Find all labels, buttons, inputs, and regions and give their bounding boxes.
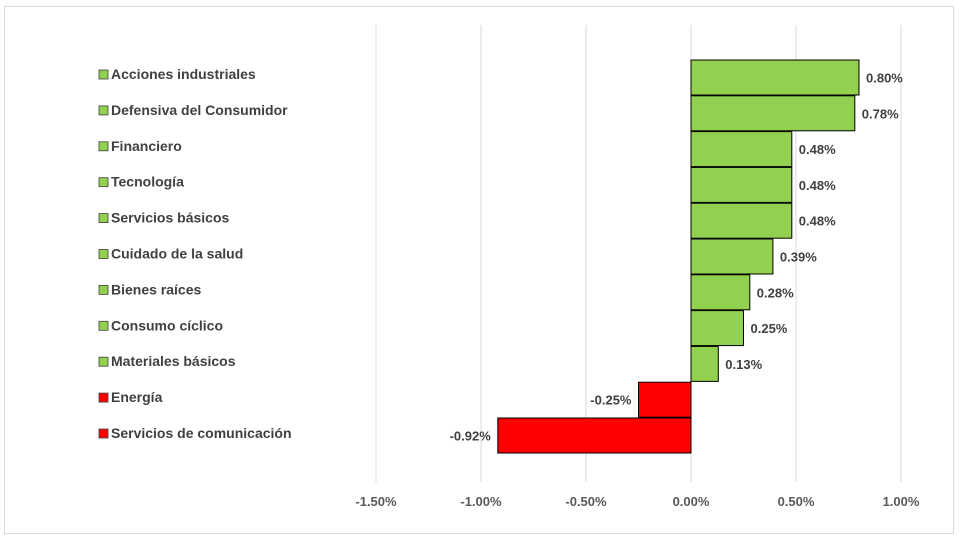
legend-swatch <box>98 284 109 295</box>
data-label: -0.25% <box>590 393 632 408</box>
bar <box>690 310 744 347</box>
data-label: 0.48% <box>799 142 836 157</box>
bar <box>690 345 719 382</box>
legend-label: Bienes raíces <box>111 281 201 297</box>
data-label: 0.13% <box>725 357 762 372</box>
bar <box>638 381 692 418</box>
data-label: 0.78% <box>862 106 899 121</box>
x-tick-label: 1.00% <box>883 494 920 509</box>
legend: Acciones industriales Defensiva del Consu… <box>98 66 292 441</box>
legend-swatch <box>98 177 109 188</box>
data-label: 0.25% <box>751 321 788 336</box>
x-tick-label: 0.50% <box>778 494 815 509</box>
x-tick-label: -1.50% <box>355 494 397 509</box>
data-label: -0.92% <box>450 429 492 444</box>
legend-label: Defensiva del Consumidor <box>111 102 288 118</box>
bar <box>497 417 692 454</box>
bar <box>690 274 751 311</box>
data-label: 0.39% <box>780 250 817 265</box>
legend-label: Acciones industriales <box>111 66 256 82</box>
x-tick-label: -1.00% <box>460 494 502 509</box>
legend-label: Consumo cíclico <box>111 317 223 333</box>
legend-swatch <box>98 141 109 152</box>
sector-performance-chart: 0.80% 0.78% 0.48% 0.48% 0.48% 0.39% 0.28% 0.25%… <box>98 25 920 509</box>
legend-swatch <box>98 69 109 80</box>
bar <box>690 166 793 203</box>
bar <box>690 95 856 132</box>
legend-swatch <box>98 392 109 403</box>
x-tick-label: 0.00% <box>673 494 710 509</box>
legend-swatch <box>98 356 109 367</box>
bar <box>690 238 774 275</box>
legend-label: Energía <box>111 389 163 405</box>
data-label: 0.48% <box>799 214 836 229</box>
value-labels: 0.80% 0.78% 0.48% 0.48% 0.48% 0.39% 0.28% 0.25%… <box>450 71 904 444</box>
bars <box>497 59 860 454</box>
bar <box>690 59 860 96</box>
legend-label: Financiero <box>111 138 182 154</box>
legend-swatch <box>98 213 109 224</box>
legend-swatch <box>98 320 109 331</box>
legend-label: Servicios básicos <box>111 210 230 226</box>
chart-frame: 0.80% 0.78% 0.48% 0.48% 0.48% 0.39% 0.28% 0.25%… <box>4 6 954 534</box>
legend-label: Servicios de comunicación <box>111 425 292 441</box>
legend-label: Cuidado de la salud <box>111 246 243 262</box>
legend-swatch <box>98 249 109 259</box>
legend-label: Materiales básicos <box>111 353 236 369</box>
x-axis-ticks: -1.50% -1.00% -0.50% 0.00% 0.50% 1.00% <box>355 494 919 509</box>
legend-swatch <box>98 105 109 116</box>
x-tick-label: -0.50% <box>565 494 607 509</box>
data-label: 0.80% <box>866 71 903 86</box>
legend-label: Tecnología <box>111 174 184 190</box>
bar <box>690 202 793 239</box>
legend-swatch <box>98 428 109 439</box>
data-label: 0.28% <box>757 285 794 300</box>
data-label: 0.48% <box>799 178 836 193</box>
bar <box>690 131 793 168</box>
